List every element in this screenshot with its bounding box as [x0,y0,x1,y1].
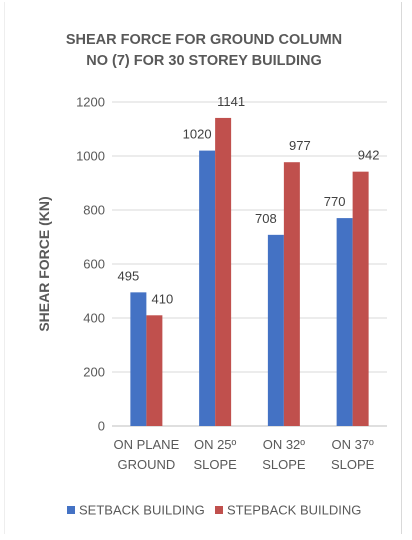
y-tick-label: 1200 [76,95,105,110]
bar [199,150,216,426]
chart-title: SHEAR FORCE FOR GROUND COLUMN NO (7) FOR … [66,32,342,69]
chart-frame: SHEAR FORCE FOR GROUND COLUMN NO (7) FOR … [4,2,402,534]
legend: SETBACK BUILDING STEPBACK BUILDING [67,503,361,518]
bar [215,117,232,427]
data-label: 770 [324,194,346,209]
x-category-label: SLOPE [193,457,237,472]
x-category-label: ON 25º [194,437,237,452]
y-axis-label: SHEAR FORCE (KN) [36,196,52,331]
data-label: 495 [118,268,140,283]
data-label: 410 [152,291,174,306]
y-tick-label: 800 [83,203,105,218]
chart-svg: SHEAR FORCE FOR GROUND COLUMN NO (7) FOR … [36,32,387,518]
chart-title-line: SHEAR FORCE FOR GROUND COLUMN [66,32,342,48]
data-label: 1020 [183,127,212,142]
bar [283,162,300,426]
bar [267,234,284,426]
legend-swatch [67,506,75,514]
y-tick-label: 0 [98,419,105,434]
y-axis-ticks: 0 200 400 600 800 1000 1200 [76,95,105,434]
y-tick-label: 400 [83,311,105,326]
y-tick-label: 1000 [76,149,105,164]
x-category-label: SLOPE [331,457,375,472]
data-label: 708 [255,211,277,226]
bar [146,315,163,426]
y-tick-label: 200 [83,365,105,380]
data-label: 1141 [217,94,245,109]
x-category-label: ON PLANE [114,437,180,452]
bar [336,218,353,426]
x-category-label: ON 37º [331,437,374,452]
legend-label: SETBACK BUILDING [79,503,205,518]
bar [352,171,369,426]
x-category-label: GROUND [117,457,175,472]
bars [130,117,369,427]
legend-label: STEPBACK BUILDING [227,503,361,518]
legend-swatch [215,506,223,514]
x-category-label: ON 32º [263,437,306,452]
x-axis-categories: ON PLANE GROUND ON 25º SLOPE ON 32º SLOPE ON 3… [114,437,375,472]
bar [130,292,147,426]
y-axis-label-group: SHEAR FORCE (KN) [36,196,52,331]
x-category-label: SLOPE [262,457,306,472]
data-labels: 495 410 1020 1141 708 977 770 942 [118,94,380,306]
chart-title-line: NO (7) FOR 30 STOREY BUILDING [86,53,322,69]
data-label: 942 [358,148,380,163]
data-label: 977 [289,138,311,153]
y-tick-label: 600 [83,257,105,272]
